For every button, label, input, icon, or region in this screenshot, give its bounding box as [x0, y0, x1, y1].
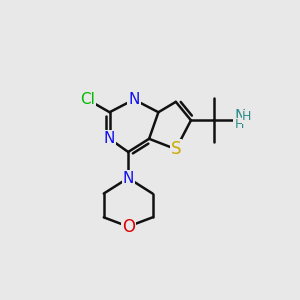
Text: H: H	[235, 118, 244, 131]
Text: S: S	[171, 140, 181, 158]
Text: Cl: Cl	[80, 92, 95, 107]
Text: H: H	[242, 110, 251, 123]
Text: N: N	[234, 109, 245, 124]
Text: N: N	[104, 131, 115, 146]
Text: N: N	[122, 171, 134, 186]
Text: N: N	[128, 92, 140, 107]
Text: O: O	[122, 218, 135, 236]
